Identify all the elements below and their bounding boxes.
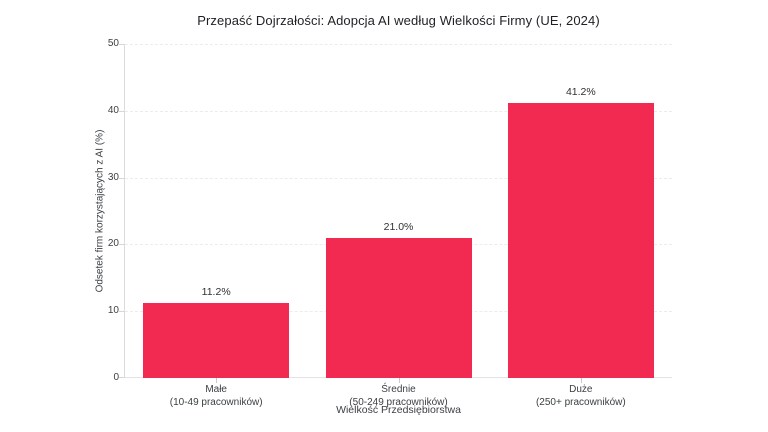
x-axis-title: Wielkość Przedsiębiorstwa — [336, 404, 461, 416]
bar-value-label: 21.0% — [383, 220, 414, 233]
category-sublabel: (250+ pracowników) — [535, 396, 626, 408]
y-tick-label: 0 — [113, 372, 119, 383]
gridline — [125, 110, 672, 112]
y-tick — [119, 110, 124, 112]
bar — [507, 102, 654, 378]
x-tick-label: Małe (10-49 pracowników) — [125, 384, 307, 409]
bar — [143, 303, 290, 378]
y-tick — [119, 44, 124, 45]
y-tick — [119, 177, 124, 179]
y-tick-label: 50 — [107, 38, 119, 49]
x-tick-label: Duże (250+ pracowników) — [490, 384, 672, 409]
x-tick — [216, 378, 218, 383]
x-tick — [398, 378, 400, 383]
bar-value-label: 41.2% — [565, 85, 596, 98]
category-sublabel: (10-49 pracowników) — [169, 396, 263, 408]
category-label: Duże — [569, 384, 593, 395]
y-tick — [119, 311, 124, 313]
category-label: Małe — [205, 384, 227, 395]
chart-title: Przepaść Dojrzałości: Adopcja AI według … — [197, 13, 600, 28]
x-tick — [580, 378, 582, 383]
y-axis-title: Odsetek firm korzystających z AI (%) — [94, 129, 106, 293]
bar-value-label: 11.2% — [201, 286, 231, 299]
y-tick-label: 20 — [107, 238, 119, 250]
y-tick-label: 10 — [107, 305, 119, 317]
y-tick — [119, 377, 124, 378]
y-tick-label: 40 — [107, 104, 119, 116]
plot-area: 0 10 20 30 40 50 11.2% Małe (10-49 pracowników) 2… — [108, 38, 672, 408]
y-tick — [119, 244, 124, 246]
gridline — [125, 177, 672, 179]
bar — [325, 237, 472, 378]
y-tick-label: 30 — [107, 171, 119, 183]
category-sublabel: (50-249 pracowników) — [349, 396, 448, 408]
y-axis-line — [124, 44, 125, 378]
gridline — [125, 44, 672, 45]
category-label: Średnie — [381, 384, 416, 395]
x-tick-label: Średnie (50-249 pracowników) — [308, 384, 490, 409]
